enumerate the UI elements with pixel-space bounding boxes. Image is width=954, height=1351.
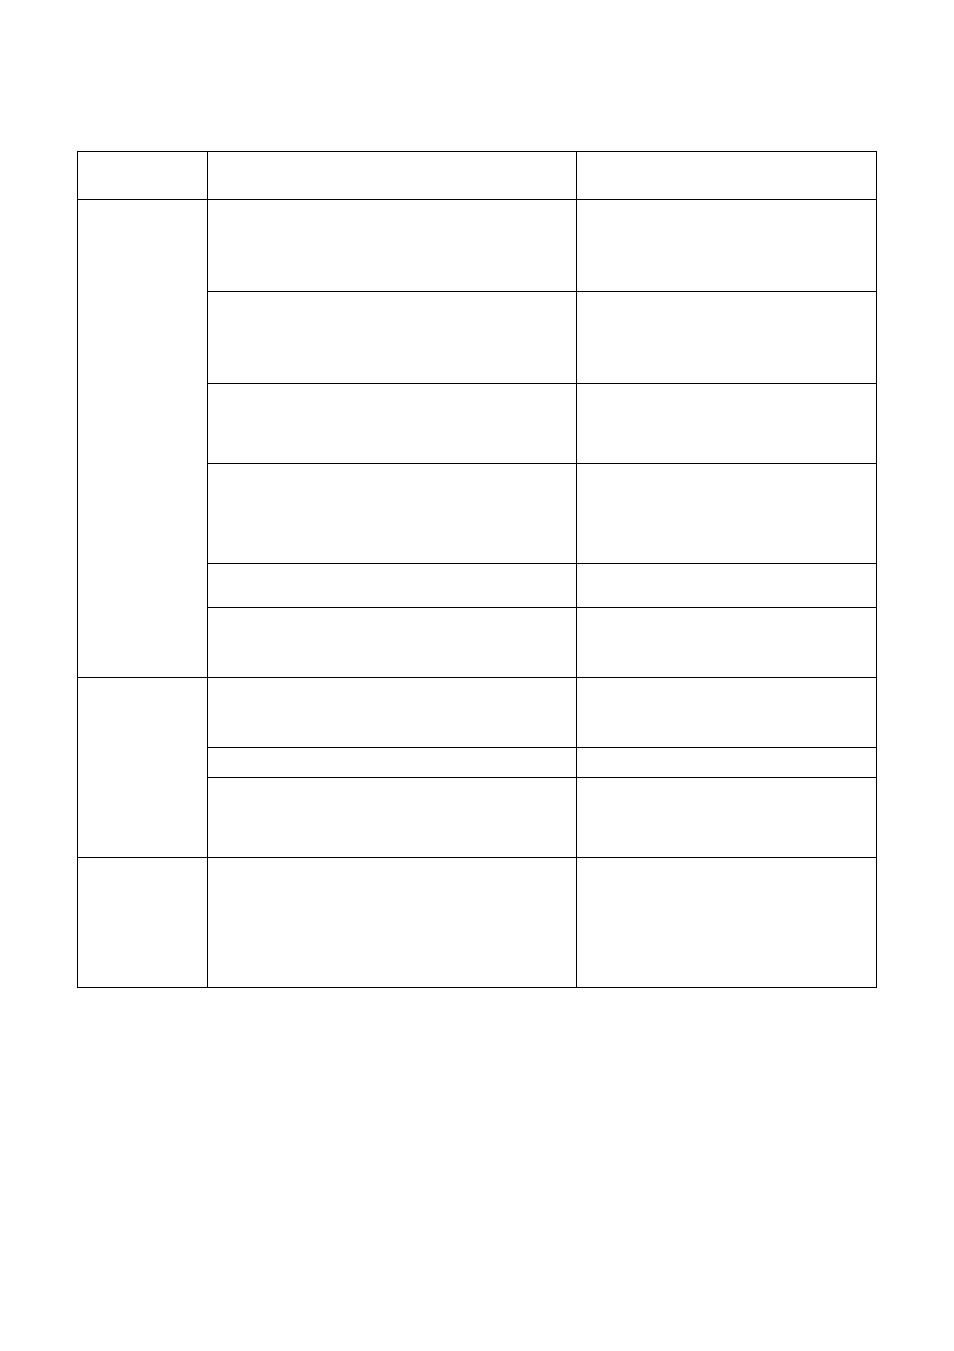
table-cell	[577, 292, 877, 384]
table-cell	[577, 384, 877, 464]
table-cell	[207, 384, 577, 464]
table-cell	[78, 152, 208, 200]
table-cell	[577, 858, 877, 988]
table-cell	[577, 608, 877, 678]
table-cell	[78, 858, 208, 988]
table-cell	[78, 200, 208, 678]
table-cell	[577, 678, 877, 748]
table-cell	[207, 292, 577, 384]
table-row	[78, 200, 877, 292]
table-cell	[207, 152, 577, 200]
table-cell	[207, 608, 577, 678]
table-cell	[207, 200, 577, 292]
table-cell	[577, 152, 877, 200]
table-container	[77, 151, 877, 988]
table-row	[78, 678, 877, 748]
table-row	[78, 858, 877, 988]
table-cell	[207, 778, 577, 858]
table-cell	[577, 748, 877, 778]
table-cell	[577, 564, 877, 608]
table-cell	[207, 564, 577, 608]
table-cell	[577, 200, 877, 292]
table-cell	[577, 778, 877, 858]
main-table	[77, 151, 877, 988]
table-cell	[78, 678, 208, 858]
table-cell	[207, 748, 577, 778]
table-cell	[577, 464, 877, 564]
table-cell	[207, 858, 577, 988]
table-row	[78, 152, 877, 200]
table-cell	[207, 464, 577, 564]
table-cell	[207, 678, 577, 748]
